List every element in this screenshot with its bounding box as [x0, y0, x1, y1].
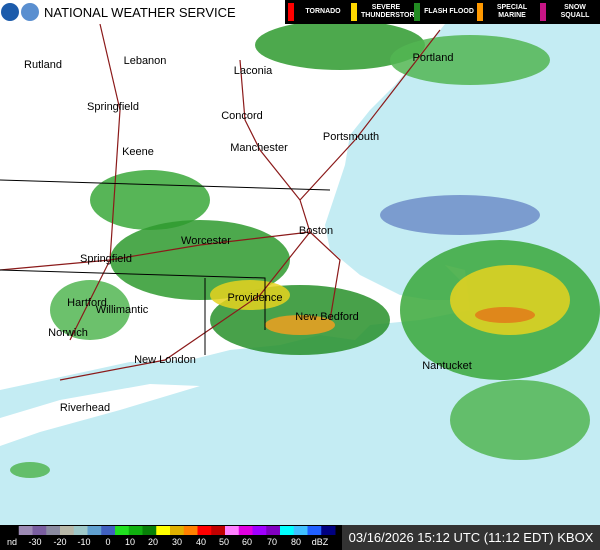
warning-swatch [540, 3, 546, 21]
scale-swatch [128, 526, 143, 535]
scale-swatch [211, 526, 226, 535]
scale-label: nd [6, 537, 18, 547]
scale-swatch [142, 526, 157, 535]
warning-label: TORNADO [305, 8, 341, 15]
city-label: Boston [298, 225, 334, 237]
city-label: Norwich [48, 327, 88, 339]
header: NATIONAL WEATHER SERVICE [0, 0, 285, 24]
scale-swatch [115, 526, 130, 535]
warning-label: SNOW SQUALL [560, 4, 590, 19]
city-label: Portland [412, 52, 454, 64]
city-label: New London [134, 354, 196, 366]
warning-swatch [414, 3, 420, 21]
city-label: Springfield [87, 101, 139, 113]
city-label: Concord [221, 110, 263, 122]
scale-label: -20 [53, 537, 67, 547]
scale-swatch [321, 526, 336, 535]
footer: 03/16/2026 15:12 UTC (11:12 EDT) KBOX nd… [0, 525, 600, 550]
city-label: Hartford [67, 297, 107, 309]
warning-legend: TORNADO SEVERE THUNDERSTORM FLASH FLOOD SPE… [285, 0, 600, 24]
scale-swatch [183, 526, 198, 535]
city-label: New Bedford [295, 311, 359, 323]
scale-swatch [225, 526, 240, 535]
scale-label: 10 [124, 537, 136, 547]
warning-item: TORNADO [285, 0, 348, 24]
scale-swatch [307, 526, 322, 535]
radar-echoes [10, 20, 600, 478]
header-title: NATIONAL WEATHER SERVICE [44, 4, 236, 20]
state-borders [0, 179, 331, 355]
scale-swatch [101, 526, 116, 535]
roads [0, 23, 441, 381]
long-island [0, 384, 200, 446]
scale-label: dBZ [311, 537, 329, 547]
warning-label: SEVERE THUNDERSTORM [361, 4, 421, 19]
scale-swatch [293, 526, 308, 535]
scale-label: 50 [218, 537, 230, 547]
warning-item: SEVERE THUNDERSTORM [348, 0, 421, 24]
city-label: Keene [122, 146, 154, 158]
scale-swatch [156, 526, 171, 535]
warning-item: SNOW SQUALL [537, 0, 600, 24]
city-label: Portsmouth [322, 131, 380, 143]
scale-swatch [197, 526, 212, 535]
city-label: Riverhead [59, 402, 111, 414]
city-label: Willimantic [95, 304, 149, 316]
scale-label: 0 [105, 537, 111, 547]
logos [1, 3, 39, 21]
scale-swatch [32, 526, 47, 535]
scale-label: 80 [290, 537, 302, 547]
scale-swatch [252, 526, 267, 535]
warning-label: SPECIAL MARINE [496, 4, 528, 19]
scale-label: 70 [266, 537, 278, 547]
scale-swatch [170, 526, 185, 535]
warning-swatch [351, 3, 357, 21]
warning-item: SPECIAL MARINE [474, 0, 537, 24]
scale-swatch [18, 526, 33, 535]
warning-item: FLASH FLOOD [411, 0, 474, 24]
scale-label: 20 [147, 537, 159, 547]
city-label: Lebanon [123, 55, 167, 67]
timestamp: 03/16/2026 15:12 UTC (11:12 EDT) KBOX [342, 525, 600, 550]
scale-swatch [87, 526, 102, 535]
scale-swatch [280, 526, 295, 535]
city-label: Manchester [230, 142, 288, 154]
scale-swatch [60, 526, 75, 535]
scale-label: 40 [195, 537, 207, 547]
city-label: Nantucket [422, 360, 472, 372]
scale-swatch [5, 526, 20, 535]
city-label: Springfield [80, 253, 132, 265]
scale-label: -10 [77, 537, 91, 547]
city-label: Rutland [24, 59, 62, 71]
city-label: Worcester [181, 235, 231, 247]
city-label: Providence [227, 292, 283, 304]
warning-label: FLASH FLOOD [424, 8, 474, 15]
scale-label: 60 [241, 537, 253, 547]
warning-swatch [288, 3, 294, 21]
color-scale [5, 526, 336, 535]
warning-swatch [477, 3, 483, 21]
scale-label: 30 [171, 537, 183, 547]
scale-swatch [266, 526, 281, 535]
scale-swatch [73, 526, 88, 535]
scale-label: -30 [28, 537, 42, 547]
city-label: Laconia [233, 65, 273, 77]
scale-swatch [46, 526, 61, 535]
scale-swatch [238, 526, 253, 535]
